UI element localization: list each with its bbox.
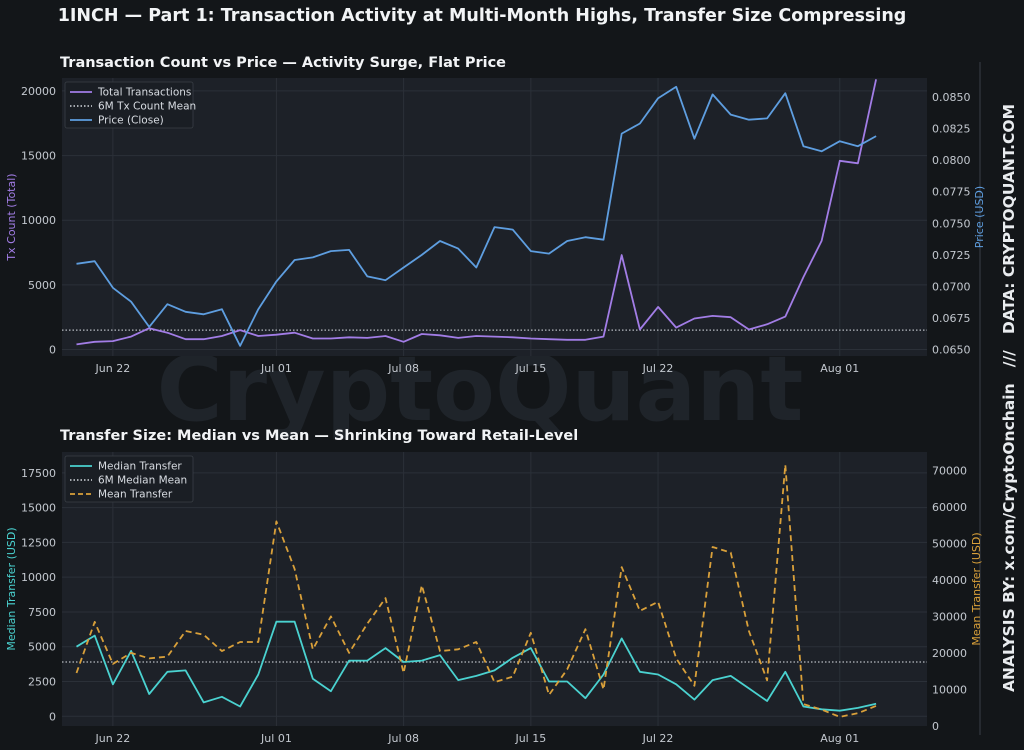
transfer-xtick-label: Jul 15 bbox=[514, 732, 546, 745]
txcount-y2tick-label: 0.0800 bbox=[932, 154, 971, 167]
txcount-y2tick-label: 0.0700 bbox=[932, 281, 971, 294]
side-attribution: ANALYSIS BY: x.com/CryptoOnchain /// DAT… bbox=[1000, 104, 1018, 692]
figure-title: 1INCH — Part 1: Transaction Activity at … bbox=[58, 6, 907, 26]
transfer-xtick-label: Jul 08 bbox=[387, 732, 419, 745]
transfer-series-mean-transfer bbox=[75, 463, 877, 718]
transfer-ytick-label: 15000 bbox=[21, 502, 56, 515]
txcount-plot-area bbox=[62, 78, 927, 356]
transfer-ytick-label: 7500 bbox=[28, 606, 56, 619]
transfer-ylabel: Median Transfer (USD) bbox=[5, 527, 18, 650]
txcount-xtick-label: Jul 08 bbox=[387, 362, 419, 375]
transfer-y2tick-label: 60000 bbox=[932, 501, 967, 514]
txcount-series-price-close- bbox=[76, 85, 877, 347]
transfer-ytick-label: 17500 bbox=[21, 467, 56, 480]
transfer-y2tick-label: 10000 bbox=[932, 683, 967, 696]
txcount-y2tick-label: 0.0750 bbox=[932, 217, 971, 230]
txcount-xtick-label: Jun 22 bbox=[95, 362, 131, 375]
txcount-chart-title: Transaction Count vs Price — Activity Su… bbox=[60, 55, 506, 71]
txcount-xtick-label: Aug 01 bbox=[820, 362, 859, 375]
txcount-y2tick-label: 0.0825 bbox=[932, 123, 971, 136]
txcount-xtick-label: Jul 15 bbox=[514, 362, 546, 375]
transfer-y2tick-label: 40000 bbox=[932, 574, 967, 587]
transfer-y2tick-label: 20000 bbox=[932, 647, 967, 660]
txcount-xtick-label: Jul 22 bbox=[642, 362, 674, 375]
transfer-legend-label: Median Transfer bbox=[98, 461, 182, 473]
txcount-y2label: Price (USD) bbox=[973, 186, 986, 248]
txcount-legend-label: 6M Tx Count Mean bbox=[98, 101, 196, 113]
transfer-size-panel: Transfer Size: Median vs Mean — Shrinkin… bbox=[5, 428, 983, 745]
transfer-legend bbox=[64, 455, 194, 503]
txcount-series-total-transactions bbox=[76, 79, 877, 346]
transfer-legend-label: Mean Transfer bbox=[98, 489, 173, 501]
txcount-ytick-label: 15000 bbox=[21, 150, 56, 163]
txcount-legend-label: Total Transactions bbox=[97, 87, 191, 99]
transfer-ytick-label: 10000 bbox=[21, 571, 56, 584]
transfer-y2label: Mean Transfer (USD) bbox=[970, 532, 983, 645]
transfer-series-median-transfer bbox=[76, 620, 877, 712]
transfer-ytick-label: 2500 bbox=[28, 675, 56, 688]
transfer-xtick-label: Jul 22 bbox=[642, 732, 674, 745]
transfer-y2tick-label: 50000 bbox=[932, 537, 967, 550]
transfer-chart-title: Transfer Size: Median vs Mean — Shrinkin… bbox=[60, 428, 578, 444]
txcount-ytick-label: 0 bbox=[49, 344, 56, 357]
txcount-ytick-label: 10000 bbox=[21, 214, 56, 227]
txcount-ylabel: Tx Count (Total) bbox=[5, 173, 18, 261]
txcount-y2tick-label: 0.0775 bbox=[932, 186, 971, 199]
transfer-y2tick-label: 70000 bbox=[932, 464, 967, 477]
transfer-ytick-label: 5000 bbox=[28, 641, 56, 654]
transfer-xtick-label: Jul 01 bbox=[260, 732, 292, 745]
transfer-xtick-label: Jun 22 bbox=[95, 732, 131, 745]
transfer-ytick-label: 12500 bbox=[21, 536, 56, 549]
tx-count-panel: Transaction Count vs Price — Activity Su… bbox=[5, 55, 986, 375]
txcount-ytick-label: 20000 bbox=[21, 85, 56, 98]
txcount-y2tick-label: 0.0650 bbox=[932, 344, 971, 357]
txcount-y2tick-label: 0.0675 bbox=[932, 312, 971, 325]
txcount-y2tick-label: 0.0725 bbox=[932, 249, 971, 262]
txcount-legend-label: Price (Close) bbox=[98, 115, 164, 127]
txcount-y2tick-label: 0.0850 bbox=[932, 91, 971, 104]
transfer-legend-label: 6M Median Mean bbox=[98, 475, 187, 487]
txcount-ytick-label: 5000 bbox=[28, 279, 56, 292]
txcount-xtick-label: Jul 01 bbox=[260, 362, 292, 375]
transfer-xtick-label: Aug 01 bbox=[820, 732, 859, 745]
transfer-y2tick-label: 30000 bbox=[932, 610, 967, 623]
transfer-ytick-label: 0 bbox=[49, 710, 56, 723]
txcount-legend bbox=[64, 81, 194, 129]
transfer-y2tick-label: 0 bbox=[932, 720, 939, 733]
